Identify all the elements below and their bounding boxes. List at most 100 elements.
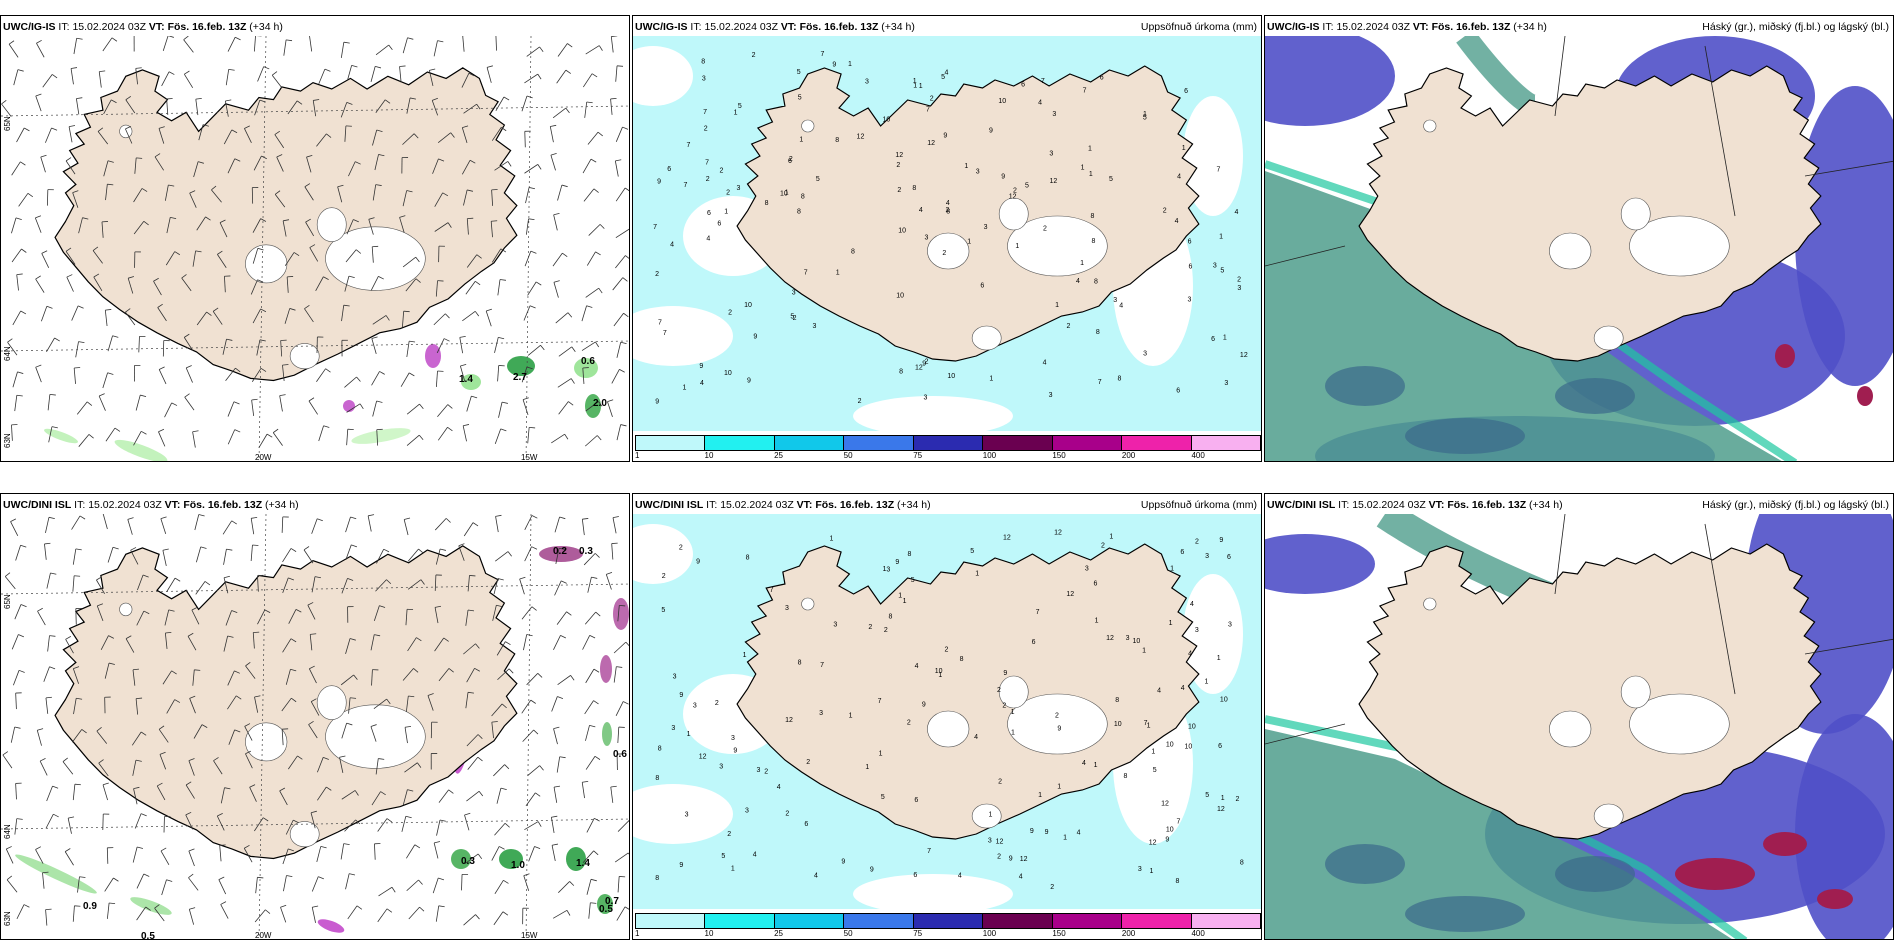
wind-barb-flag xyxy=(257,247,264,251)
wind-barb-staff xyxy=(341,790,356,800)
wind-barb-staff xyxy=(317,786,327,801)
station-value: 10 xyxy=(947,373,955,380)
wind-barb-staff xyxy=(76,401,88,415)
wind-barb-staff xyxy=(252,218,261,233)
wind-barb-flag xyxy=(359,403,364,410)
wind-barb-staff xyxy=(557,184,563,201)
wind-barb-flag xyxy=(112,546,119,550)
station-value: 8 xyxy=(908,551,912,558)
wind-barb-staff xyxy=(376,548,385,564)
wind-barb-staff xyxy=(491,846,500,861)
no-precip-area xyxy=(1183,96,1243,216)
wind-barb-staff xyxy=(553,728,558,745)
wind-barb-staff xyxy=(552,107,567,119)
wind-barb-staff xyxy=(307,604,316,620)
station-value: 6 xyxy=(1093,580,1097,587)
panel-title: Uppsöfnuð úrkoma (mm) xyxy=(1140,21,1257,33)
wind-barb-flag xyxy=(598,401,603,407)
wind-barb-staff xyxy=(521,95,528,112)
wind-barb-flag xyxy=(54,337,60,342)
wind-barb-staff xyxy=(402,256,416,268)
station-value: 5 xyxy=(797,69,801,76)
station-value: 5 xyxy=(1205,792,1209,799)
wind-barb-staff xyxy=(135,68,138,85)
wind-barb-flag xyxy=(107,183,114,186)
wind-barb-flag xyxy=(288,848,294,852)
wind-barb-staff xyxy=(462,425,467,442)
wind-barb-flag xyxy=(20,604,27,608)
wind-barb-flag xyxy=(279,787,286,792)
wind-barb-flag xyxy=(535,281,542,286)
wind-barb-flag xyxy=(181,274,187,279)
wind-barb-staff xyxy=(346,65,353,81)
wind-barb-flag xyxy=(559,756,566,759)
wind-barb-staff xyxy=(611,543,614,560)
station-value: 2 xyxy=(1236,796,1240,803)
station-value: 2 xyxy=(752,52,756,59)
wind-barb-flag xyxy=(566,611,572,616)
wind-barb-flag xyxy=(171,670,177,675)
wind-barb-staff xyxy=(135,698,139,715)
station-value: 1 xyxy=(1063,835,1067,842)
multi-layer-cloud-area xyxy=(1405,896,1525,932)
wind-barb-staff xyxy=(553,635,561,650)
wind-barb-staff xyxy=(257,609,266,625)
wind-barb-staff xyxy=(160,518,167,535)
wind-barb-staff xyxy=(521,699,532,714)
wind-barb-staff xyxy=(407,548,419,562)
wind-barb-flag xyxy=(623,701,629,705)
wind-barb-staff xyxy=(43,666,50,682)
glacier-hofsjokull xyxy=(998,197,1029,231)
low-cloud-area xyxy=(1675,858,1755,890)
wind-barb-staff xyxy=(491,722,494,739)
station-value: 6 xyxy=(1227,554,1231,561)
iceland-landmass xyxy=(1358,543,1822,840)
wind-barb-staff xyxy=(2,754,13,769)
precip-legend xyxy=(635,435,1261,451)
wind-barb-staff xyxy=(137,574,144,591)
legend-swatch xyxy=(705,914,775,928)
station-value: 1 xyxy=(1143,111,1147,118)
wind-barb-staff xyxy=(244,726,253,741)
wind-barb-staff xyxy=(282,848,289,865)
wind-barb-staff xyxy=(37,610,46,626)
wind-barb-staff xyxy=(257,66,265,82)
wind-barb-flag xyxy=(376,400,383,403)
wind-barb-flag xyxy=(143,220,149,226)
wind-barb-staff xyxy=(311,576,316,593)
wind-barb-flag xyxy=(23,904,30,908)
wind-barb-staff xyxy=(460,365,466,382)
station-value: 10 xyxy=(896,293,904,300)
panel-cloud-bottom: UWC/DINI ISL IT: 15.02.2024 03Z VT: Fös.… xyxy=(1264,493,1894,940)
wind-barb-staff xyxy=(72,548,77,565)
station-value: 2 xyxy=(785,811,789,818)
wind-barb-staff xyxy=(586,879,592,895)
wind-barb-staff xyxy=(219,222,228,238)
wind-map: 0.2 0.30.60.3 1.0 1.40.90.50.70.5 xyxy=(1,514,630,939)
station-value: 2 xyxy=(858,398,862,405)
station-value: 3 xyxy=(745,808,749,815)
wind-barb-flag xyxy=(590,158,597,163)
station-value: 9 xyxy=(895,559,899,566)
wind-barb-staff xyxy=(303,549,314,564)
wind-barb-staff xyxy=(434,574,437,591)
wind-barb-flag xyxy=(64,848,71,852)
wind-barb-staff xyxy=(274,194,286,208)
wind-barb-staff xyxy=(66,276,74,292)
precip-amount-label: 0.5 xyxy=(599,904,613,915)
wind-barb-flag xyxy=(629,820,630,824)
station-value: 9 xyxy=(699,363,703,370)
wind-barb-staff xyxy=(557,43,568,57)
wind-barb-staff xyxy=(125,638,135,653)
wind-barb-staff xyxy=(463,189,468,206)
wind-barb-flag xyxy=(348,275,355,279)
wind-barb-flag xyxy=(218,876,225,880)
wind-barb-staff xyxy=(72,784,76,801)
wind-barb-staff xyxy=(399,66,402,83)
panel-title: Uppsöfnuð úrkoma (mm) xyxy=(1140,499,1257,511)
wind-barb-staff xyxy=(370,66,376,82)
cloud-map xyxy=(1265,514,1893,939)
glacier-myrdalsjokull xyxy=(289,821,320,848)
station-value: 3 xyxy=(1085,566,1089,573)
wind-barb-staff xyxy=(401,816,407,832)
